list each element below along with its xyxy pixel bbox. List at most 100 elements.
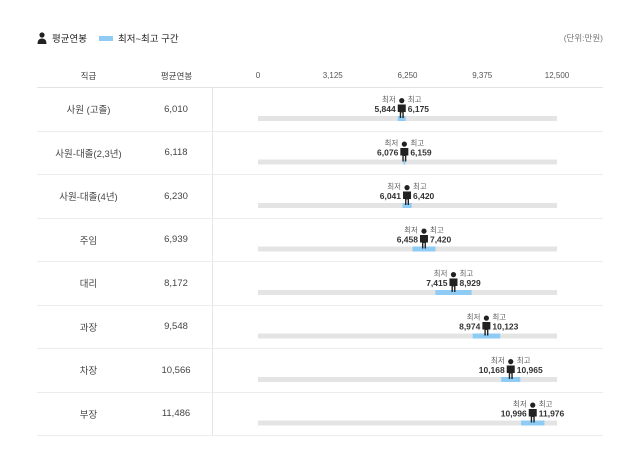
legend-range: 최저~최고 구간 xyxy=(98,31,179,45)
range-track xyxy=(258,420,557,426)
range-track xyxy=(258,333,557,339)
person-icon xyxy=(528,402,537,423)
table-row: 사원-대졸(2,3년) 6,118 xyxy=(37,131,603,175)
max-caption: 최고 xyxy=(410,138,424,148)
person-body xyxy=(397,104,406,118)
avg-salary-cell: 8,172 xyxy=(140,262,213,305)
person-icon xyxy=(400,141,409,162)
rank-cell: 차장 xyxy=(79,366,98,378)
range-bar xyxy=(402,203,412,208)
range-track xyxy=(258,246,557,252)
range-track xyxy=(258,116,557,121)
min-caption: 최저 xyxy=(434,268,448,278)
min-value-label: 10,996 xyxy=(501,409,527,419)
range-bar xyxy=(403,159,406,165)
avg-salary-cell: 6,939 xyxy=(140,218,213,261)
table-header: 직급 평균연봉 xyxy=(37,64,603,88)
min-value-label: 6,076 xyxy=(377,148,399,158)
range-bar xyxy=(472,333,501,339)
rank-cell: 과장 xyxy=(79,322,98,334)
legend-avg: 평균연봉 xyxy=(37,31,87,45)
max-caption: 최고 xyxy=(413,181,427,191)
range-track xyxy=(258,159,557,165)
person-body xyxy=(449,278,458,292)
max-value-label: 10,123 xyxy=(492,322,518,332)
avg-salary-cell: 6,118 xyxy=(140,131,213,174)
range-bar xyxy=(435,290,472,295)
x-tick-label: 9,375 xyxy=(472,71,493,80)
max-caption: 최고 xyxy=(517,355,531,365)
min-value-label: 5,844 xyxy=(374,104,396,114)
avg-salary-cell: 10,566 xyxy=(140,349,213,392)
person-body xyxy=(482,322,491,336)
range-track xyxy=(258,290,557,295)
legend-avg-label: 평균연봉 xyxy=(52,34,87,45)
person-body xyxy=(528,409,537,423)
rank-cell: 대리 xyxy=(79,279,98,291)
person-body xyxy=(403,191,412,205)
person-body xyxy=(400,148,409,162)
person-head xyxy=(401,141,407,147)
legend: 평균연봉 최저~최고 구간 xyxy=(37,30,191,46)
avg-salary-cell: 6,010 xyxy=(140,88,213,131)
max-value-label: 8,929 xyxy=(459,278,481,288)
person-head xyxy=(399,98,405,104)
x-tick-label: 0 xyxy=(256,71,261,80)
min-value-label: 7,415 xyxy=(426,278,448,288)
rank-cell: 부장 xyxy=(79,409,98,421)
min-caption: 최저 xyxy=(387,181,401,191)
person-head xyxy=(450,272,457,278)
person-icon xyxy=(37,32,47,44)
min-value-label: 6,041 xyxy=(380,191,402,201)
table-body: 사원 (고졸) 6,010 사원-대졸(2,3년) 6,118 사원-대졸(4년) 6,2… xyxy=(37,88,603,436)
person-head xyxy=(421,228,427,234)
rank-cell: 사원-대졸(2,3년) xyxy=(55,148,122,160)
range-bar xyxy=(501,377,521,382)
min-caption: 최저 xyxy=(513,399,527,409)
min-caption: 최저 xyxy=(491,355,505,365)
person-head xyxy=(483,315,489,321)
max-caption: 최고 xyxy=(539,399,553,409)
rank-cell: 사원-대졸(4년) xyxy=(59,192,118,204)
min-caption: 최저 xyxy=(404,225,418,235)
person-icon xyxy=(419,228,428,249)
x-tick-label: 3,125 xyxy=(323,71,344,80)
rank-cell: 주임 xyxy=(79,235,98,247)
range-bar xyxy=(397,116,406,121)
max-value-label: 6,159 xyxy=(410,148,432,158)
range-bar xyxy=(412,246,436,252)
table-row: 차장 10,566 xyxy=(37,349,603,393)
min-value-label: 6,458 xyxy=(397,235,419,245)
avg-salary-cell: 11,486 xyxy=(140,392,213,435)
min-caption: 최저 xyxy=(467,312,481,322)
person-icon xyxy=(482,315,491,336)
table-row: 사원-대졸(4년) 6,230 xyxy=(37,175,603,219)
table-row: 대리 8,172 xyxy=(37,262,603,306)
max-caption: 최고 xyxy=(492,312,506,322)
header-rank: 직급 xyxy=(80,71,97,81)
person-icon xyxy=(449,272,458,292)
table-row: 주임 6,939 xyxy=(37,218,603,262)
unit-label: (단위:만원) xyxy=(563,33,603,43)
person-icon xyxy=(397,98,406,118)
legend-range-swatch xyxy=(98,35,113,41)
person-head xyxy=(404,185,410,191)
min-value-label: 10,168 xyxy=(479,365,505,375)
max-caption: 최고 xyxy=(459,268,473,278)
person-head xyxy=(508,359,514,365)
rank-cell: 사원 (고졸) xyxy=(66,105,111,117)
max-value-label: 11,976 xyxy=(539,409,565,419)
avg-salary-cell: 9,548 xyxy=(140,305,213,348)
header-avg: 평균연봉 xyxy=(160,71,193,81)
max-value-label: 6,175 xyxy=(408,104,430,114)
person-body xyxy=(506,365,515,379)
max-value-label: 6,420 xyxy=(413,191,435,201)
person-head xyxy=(530,402,536,408)
max-caption: 최고 xyxy=(408,94,422,104)
table-row: 과장 9,548 xyxy=(37,305,603,349)
person-icon xyxy=(506,359,515,379)
avg-salary-cell: 6,230 xyxy=(140,175,213,218)
x-tick-label: 12,500 xyxy=(545,71,570,80)
legend-range-label: 최저~최고 구간 xyxy=(117,34,179,45)
